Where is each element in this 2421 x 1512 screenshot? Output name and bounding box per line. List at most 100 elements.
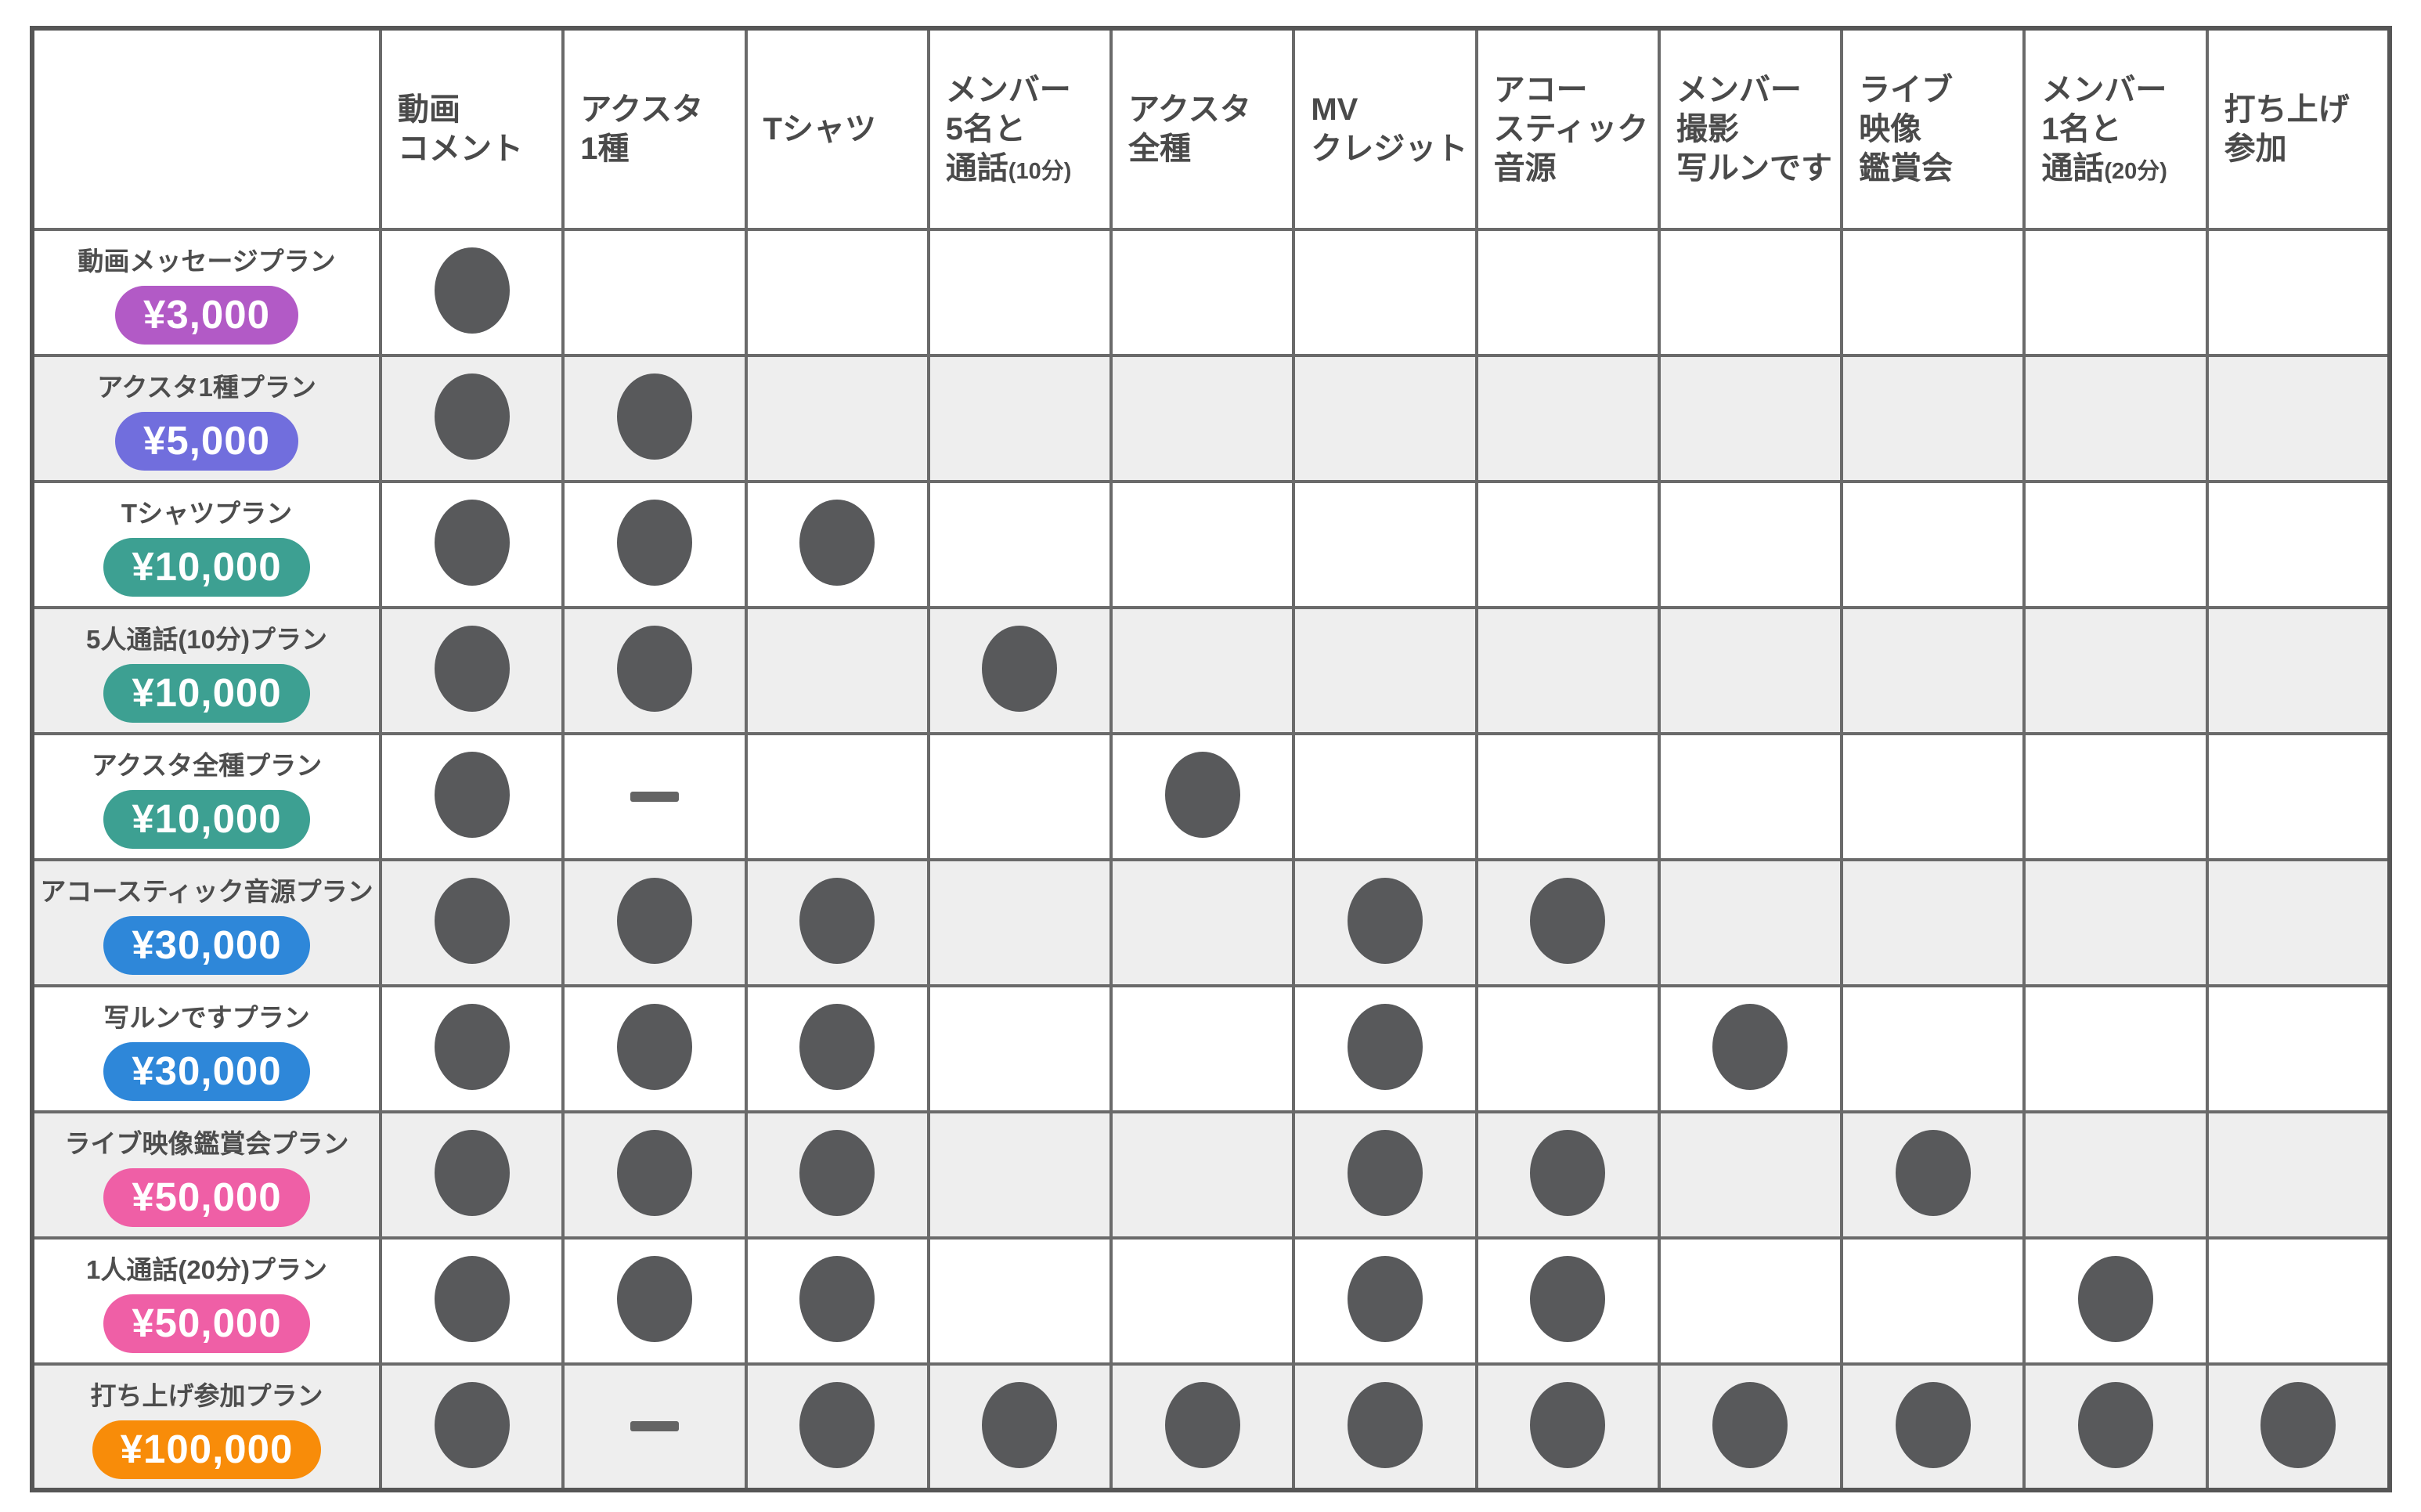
- benefit-cell: [378, 228, 565, 357]
- benefit-cell: [1292, 606, 1478, 735]
- benefit-cell: [1474, 228, 1661, 357]
- included-dot: [434, 1004, 510, 1090]
- benefit-cell: [1292, 480, 1478, 609]
- benefit-cell: [1292, 984, 1478, 1113]
- included-dot: [616, 500, 692, 586]
- benefit-cell: [1474, 480, 1661, 609]
- column-header-label: アクスタ 1種: [580, 92, 704, 166]
- benefit-cell: [2022, 228, 2209, 357]
- price-badge: ¥5,000: [115, 412, 298, 471]
- included-dot: [2078, 1256, 2154, 1342]
- benefit-cell: [378, 606, 565, 735]
- benefit-cell: [744, 228, 930, 357]
- benefit-cell: [1840, 606, 2026, 735]
- column-header-call-5-members: メンバー 5名と 通話(10分): [926, 27, 1113, 231]
- benefit-cell: [744, 1236, 930, 1366]
- plan-label-cell: 打ち上げ参加プラン ¥100,000: [31, 1362, 382, 1492]
- column-header-mv-credit: MV クレジット: [1292, 27, 1478, 231]
- included-dot: [1530, 1130, 1606, 1216]
- benefit-cell: [926, 354, 1113, 483]
- benefit-cell: [378, 1362, 565, 1492]
- benefit-cell: [1109, 606, 1296, 735]
- benefit-cell: [1657, 480, 1844, 609]
- included-dot: [616, 373, 692, 460]
- benefit-cell: [1657, 858, 1844, 987]
- benefit-cell: [2205, 984, 2392, 1113]
- benefit-cell: [1109, 228, 1296, 357]
- included-dot: [434, 626, 510, 712]
- plan-name: Tシャツプラン: [121, 499, 293, 528]
- price-badge: ¥10,000: [103, 538, 310, 597]
- benefit-cell: [2205, 858, 2392, 987]
- benefit-cell: [744, 732, 930, 861]
- included-dot: [1530, 878, 1606, 964]
- included-dot: [799, 1256, 875, 1342]
- benefit-cell: [1292, 228, 1478, 357]
- included-dot: [1164, 752, 1240, 838]
- benefit-cell: [744, 858, 930, 987]
- header-row: 動画 コメント アクスタ 1種 Tシャツ メンバー 5名と 通話(10分) アク…: [31, 27, 2392, 231]
- included-dot: [434, 1381, 510, 1468]
- included-dot: [1530, 1381, 1606, 1468]
- included-dot: [799, 1381, 875, 1468]
- matrix-body: 動画メッセージプラン ¥3,000 アクスタ1種プラン ¥5,000 Tシャツプラン ¥1…: [31, 228, 2392, 1492]
- included-dot: [434, 247, 510, 334]
- plan-label-cell: ライブ映像鑑賞会プラン ¥50,000: [31, 1110, 382, 1240]
- benefit-cell: [2022, 1236, 2209, 1366]
- benefit-cell: [744, 354, 930, 483]
- benefit-cell: [1474, 354, 1661, 483]
- benefit-cell: [2022, 858, 2209, 987]
- benefit-cell: [1292, 732, 1478, 861]
- price-badge: ¥100,000: [92, 1420, 322, 1479]
- benefit-cell: [2205, 606, 2392, 735]
- benefit-cell: [926, 1110, 1113, 1240]
- plan-label-cell: Tシャツプラン ¥10,000: [31, 480, 382, 609]
- benefit-cell: [378, 984, 565, 1113]
- benefit-cell: [2022, 1110, 2209, 1240]
- benefit-cell: [1292, 354, 1478, 483]
- plan-name: 写ルンですプラン: [103, 1003, 310, 1032]
- included-dot: [616, 626, 692, 712]
- included-dot: [1347, 1381, 1423, 1468]
- included-dot: [1347, 1130, 1423, 1216]
- benefit-cell: [744, 984, 930, 1113]
- plan-row: Tシャツプラン ¥10,000: [31, 480, 2392, 609]
- benefit-cell: [2205, 1362, 2392, 1492]
- column-header-label: メンバー 5名と 通話: [945, 73, 1071, 186]
- included-dot: [799, 1130, 875, 1216]
- column-header-label: ライブ 映像 鑑賞会: [1859, 73, 1954, 186]
- plan-label-cell: 5人通話(10分)プラン ¥10,000: [31, 606, 382, 735]
- benefit-cell: [1292, 1362, 1478, 1492]
- column-header-acrylic-stand-all: アクスタ 全種: [1109, 27, 1296, 231]
- benefit-cell: [561, 858, 748, 987]
- benefit-cell: [1474, 606, 1661, 735]
- benefit-cell: [926, 228, 1113, 357]
- plan-benefit-comparison: 動画 コメント アクスタ 1種 Tシャツ メンバー 5名と 通話(10分) アク…: [30, 26, 2392, 1492]
- benefit-cell: [2022, 1362, 2209, 1492]
- benefit-cell: [926, 984, 1113, 1113]
- included-dot: [1712, 1381, 1788, 1468]
- benefit-cell: [926, 606, 1113, 735]
- included-dot: [982, 1381, 1058, 1468]
- benefit-cell: [2022, 480, 2209, 609]
- included-dot: [434, 878, 510, 964]
- benefit-cell: [1292, 858, 1478, 987]
- benefit-cell: [1840, 480, 2026, 609]
- benefit-cell: [561, 1236, 748, 1366]
- plan-name: アコースティック音源プラン: [40, 877, 373, 906]
- column-header-small-label: (10分): [1008, 159, 1072, 184]
- plan-row: 5人通話(10分)プラン ¥10,000: [31, 606, 2392, 735]
- benefit-cell: [378, 858, 565, 987]
- column-header-label: アコー スティック 音源: [1493, 73, 1649, 186]
- price-badge: ¥30,000: [103, 916, 310, 975]
- included-dot: [616, 1004, 692, 1090]
- plan-name: ライブ映像鑑賞会プラン: [64, 1129, 349, 1158]
- benefit-cell: [1109, 732, 1296, 861]
- price-badge: ¥10,000: [103, 790, 310, 849]
- included-dot: [434, 1130, 510, 1216]
- included-dot: [434, 1256, 510, 1342]
- price-badge: ¥30,000: [103, 1042, 310, 1101]
- column-header-tshirt: Tシャツ: [744, 27, 930, 231]
- included-dot: [434, 373, 510, 460]
- benefit-cell: [744, 606, 930, 735]
